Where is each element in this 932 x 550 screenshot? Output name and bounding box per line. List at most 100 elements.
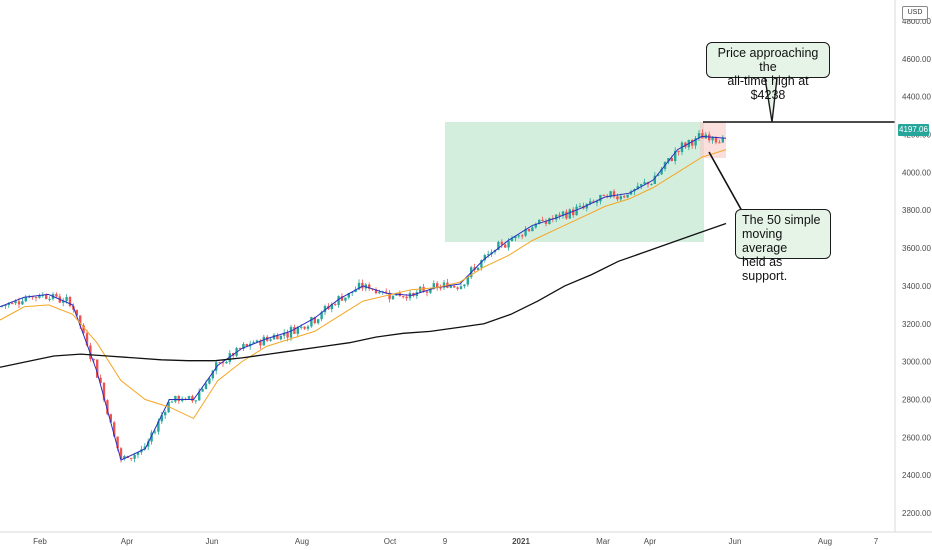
candle-body — [7, 303, 10, 306]
candle-body — [653, 175, 656, 184]
candle-body — [306, 326, 310, 329]
candle-body — [313, 317, 316, 324]
candle-body — [157, 421, 160, 432]
price-tick-label: 4000.00 — [902, 168, 931, 177]
price-tick-label: 3800.00 — [902, 206, 931, 215]
candle-body — [344, 297, 347, 301]
moving-average-line — [0, 222, 727, 368]
currency-label[interactable]: USD — [902, 6, 928, 20]
candle-body — [106, 400, 109, 415]
candle-body — [45, 294, 48, 300]
time-tick-label: Mar — [596, 537, 610, 546]
candle-body — [96, 359, 99, 378]
callout-sma-support: The 50 simple moving average held as sup… — [735, 209, 831, 283]
candle-body — [150, 432, 153, 442]
candle-body — [487, 254, 490, 256]
candle-body — [259, 340, 262, 346]
candle-body — [289, 326, 293, 338]
candle-body — [439, 287, 442, 289]
moving-average-line — [0, 149, 727, 420]
candle-body — [252, 342, 255, 344]
candle-body — [194, 400, 197, 402]
candle-body — [123, 456, 126, 460]
candle-body — [524, 229, 527, 236]
candle-body — [572, 209, 575, 216]
price-tick-label: 2800.00 — [902, 396, 931, 405]
candle-body — [466, 277, 469, 285]
candle-body — [504, 244, 507, 248]
candle-body — [177, 395, 180, 401]
price-tick-label: 3000.00 — [902, 358, 931, 367]
price-axis-ticks: 2200.00 2400.00 2600.00 2800.00 3000.00 3200.… — [902, 17, 931, 518]
candle-body — [619, 196, 622, 200]
time-tick-label: Aug — [295, 537, 309, 546]
candle-body — [79, 315, 82, 326]
candle-body — [531, 227, 534, 232]
candle-body — [75, 309, 78, 316]
callout-sma-line-1: The 50 simple — [742, 213, 821, 227]
candle-body — [293, 326, 296, 334]
candle-body — [215, 362, 218, 371]
candle-body — [691, 140, 694, 146]
candle-body — [201, 389, 204, 392]
candle-body — [701, 133, 704, 139]
candle-body — [609, 191, 612, 198]
candle-body — [476, 267, 480, 270]
moving-average-line — [0, 135, 727, 461]
candle-body — [283, 332, 286, 336]
candle-body — [130, 457, 133, 459]
time-tick-label: Apr — [644, 537, 657, 546]
candle-body — [11, 303, 14, 305]
candle-body — [119, 448, 123, 460]
candle-body — [276, 334, 279, 340]
candle-body — [453, 286, 456, 288]
candle-body — [211, 370, 214, 379]
price-tick-label: 3400.00 — [902, 282, 931, 291]
last-price-badge: 4197.06 — [898, 124, 929, 136]
candle-body — [170, 401, 174, 403]
candle-body — [368, 284, 371, 289]
price-tick-label: 4400.00 — [902, 93, 931, 102]
candle-body — [517, 235, 520, 237]
candle-body — [320, 312, 323, 320]
candle-body — [578, 205, 582, 207]
candle-body — [388, 292, 391, 300]
candle-body — [442, 282, 446, 288]
candle-body — [62, 301, 65, 303]
candle-body — [374, 289, 378, 294]
candle-body — [174, 395, 177, 402]
candle-body — [697, 133, 701, 139]
candle-body — [585, 203, 588, 209]
support-box — [445, 122, 704, 242]
moving-averages-group — [0, 135, 727, 461]
candle-body — [160, 415, 163, 422]
candle-body — [568, 209, 571, 219]
candle-body — [378, 292, 381, 294]
candle-body — [636, 185, 639, 190]
candle-body — [14, 301, 17, 304]
candle-body — [218, 362, 221, 364]
price-tick-label: 4800.00 — [902, 17, 931, 26]
candle-body — [68, 296, 72, 307]
candle-body — [225, 361, 228, 364]
candle-body — [595, 201, 599, 203]
time-tick-label: 7 — [874, 537, 879, 546]
candle-body — [510, 238, 514, 242]
time-axis-ticks: Feb Apr Jun Aug Oct 9 2021 Mar Apr Jun Aug 7 — [33, 537, 879, 546]
candle-body — [674, 150, 677, 162]
candle-body — [425, 291, 429, 293]
candle-body — [721, 137, 724, 143]
candle-body — [361, 282, 364, 289]
candle-body — [500, 241, 503, 245]
candle-body — [650, 183, 653, 185]
candle-body — [527, 229, 531, 232]
time-tick-label: Aug — [818, 537, 832, 546]
candle-body — [17, 301, 21, 305]
candle-body — [354, 289, 357, 292]
candle-body — [483, 255, 486, 261]
candle-body — [660, 168, 663, 175]
candle-body — [629, 191, 633, 195]
candle-body — [269, 339, 272, 341]
candle-body — [204, 383, 208, 390]
